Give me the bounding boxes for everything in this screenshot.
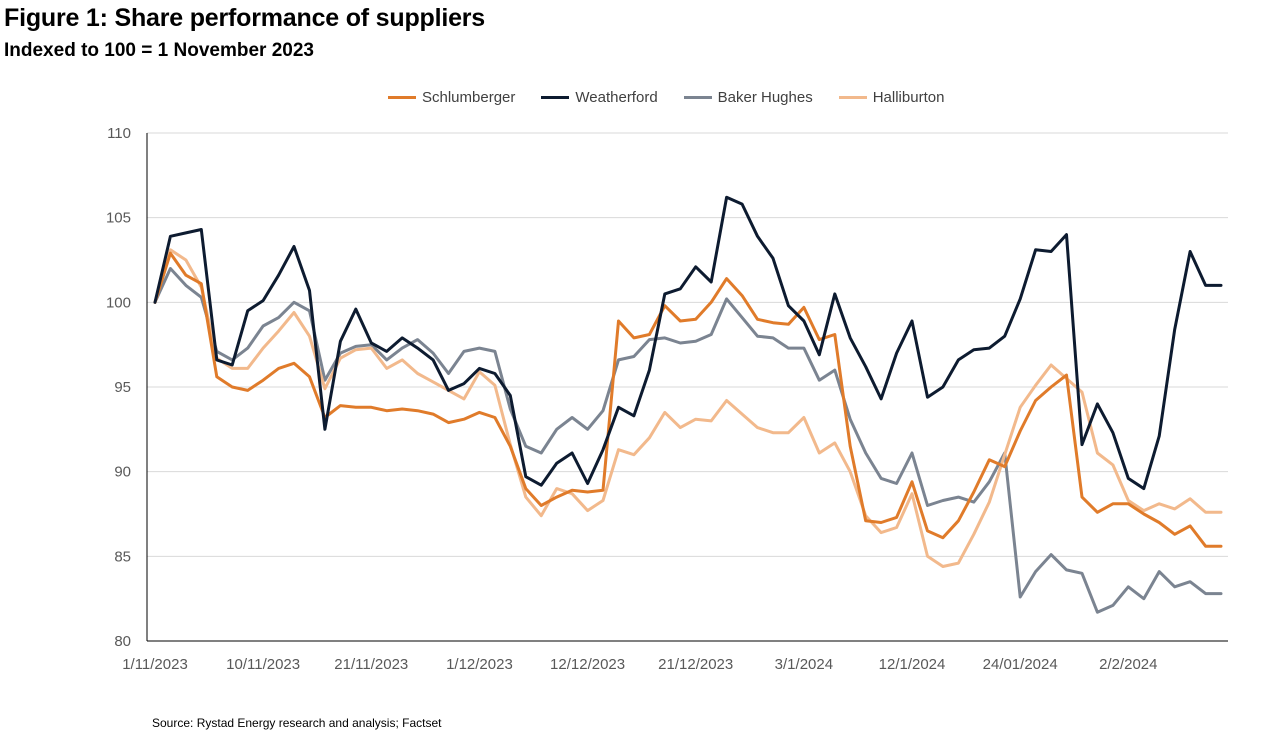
series-line-baker-hughes	[153, 267, 1223, 614]
legend-label-baker-hughes: Baker Hughes	[717, 89, 813, 106]
legend-item-weatherford: Weatherford	[541, 89, 658, 106]
series-line-weatherford	[153, 195, 1223, 491]
x-tick-label-5: 21/12/2023	[658, 656, 733, 673]
legend-item-schlumberger: Schlumberger	[388, 89, 515, 106]
legend-item-halliburton: Halliburton	[838, 89, 945, 106]
y-tick-label-95: 95	[114, 379, 131, 396]
series-line-schlumberger	[153, 251, 1223, 548]
legend-swatch-halliburton	[838, 96, 867, 99]
y-tick-label-110: 110	[107, 125, 131, 142]
x-tick-label-9: 2/2/2024	[1099, 656, 1157, 673]
chart-title: Figure 1: Share performance of suppliers	[4, 4, 486, 32]
legend-item-baker-hughes: Baker Hughes	[683, 89, 813, 106]
legend: Schlumberger Weatherford Baker Hughes Ha…	[388, 89, 970, 106]
y-tick-label-105: 105	[106, 210, 131, 227]
x-tick-label-0: 1/11/2023	[122, 656, 188, 673]
x-tick-label-2: 21/11/2023	[334, 656, 408, 673]
series-line-halliburton	[153, 248, 1223, 568]
y-tick-label-100: 100	[106, 294, 131, 311]
legend-label-schlumberger: Schlumberger	[422, 89, 516, 106]
source-note: Source: Rystad Energy research and analy…	[152, 716, 442, 730]
legend-swatch-weatherford	[541, 96, 570, 99]
x-tick-label-7: 12/1/2024	[879, 656, 946, 673]
y-tick-label-80: 80	[114, 633, 131, 650]
x-tick-label-3: 1/12/2023	[446, 656, 513, 673]
x-tick-label-8: 24/01/2024	[983, 656, 1058, 673]
legend-swatch-schlumberger	[388, 96, 416, 99]
y-tick-label-90: 90	[114, 464, 131, 481]
y-tick-label-85: 85	[114, 548, 131, 565]
legend-label-halliburton: Halliburton	[872, 89, 945, 106]
x-tick-label-6: 3/1/2024	[775, 656, 833, 673]
chart-subtitle: Indexed to 100 = 1 November 2023	[4, 40, 314, 61]
legend-swatch-baker-hughes	[683, 96, 712, 99]
x-tick-label-1: 10/11/2023	[226, 656, 300, 673]
x-tick-label-4: 12/12/2023	[550, 656, 625, 673]
legend-label-weatherford: Weatherford	[575, 89, 658, 106]
